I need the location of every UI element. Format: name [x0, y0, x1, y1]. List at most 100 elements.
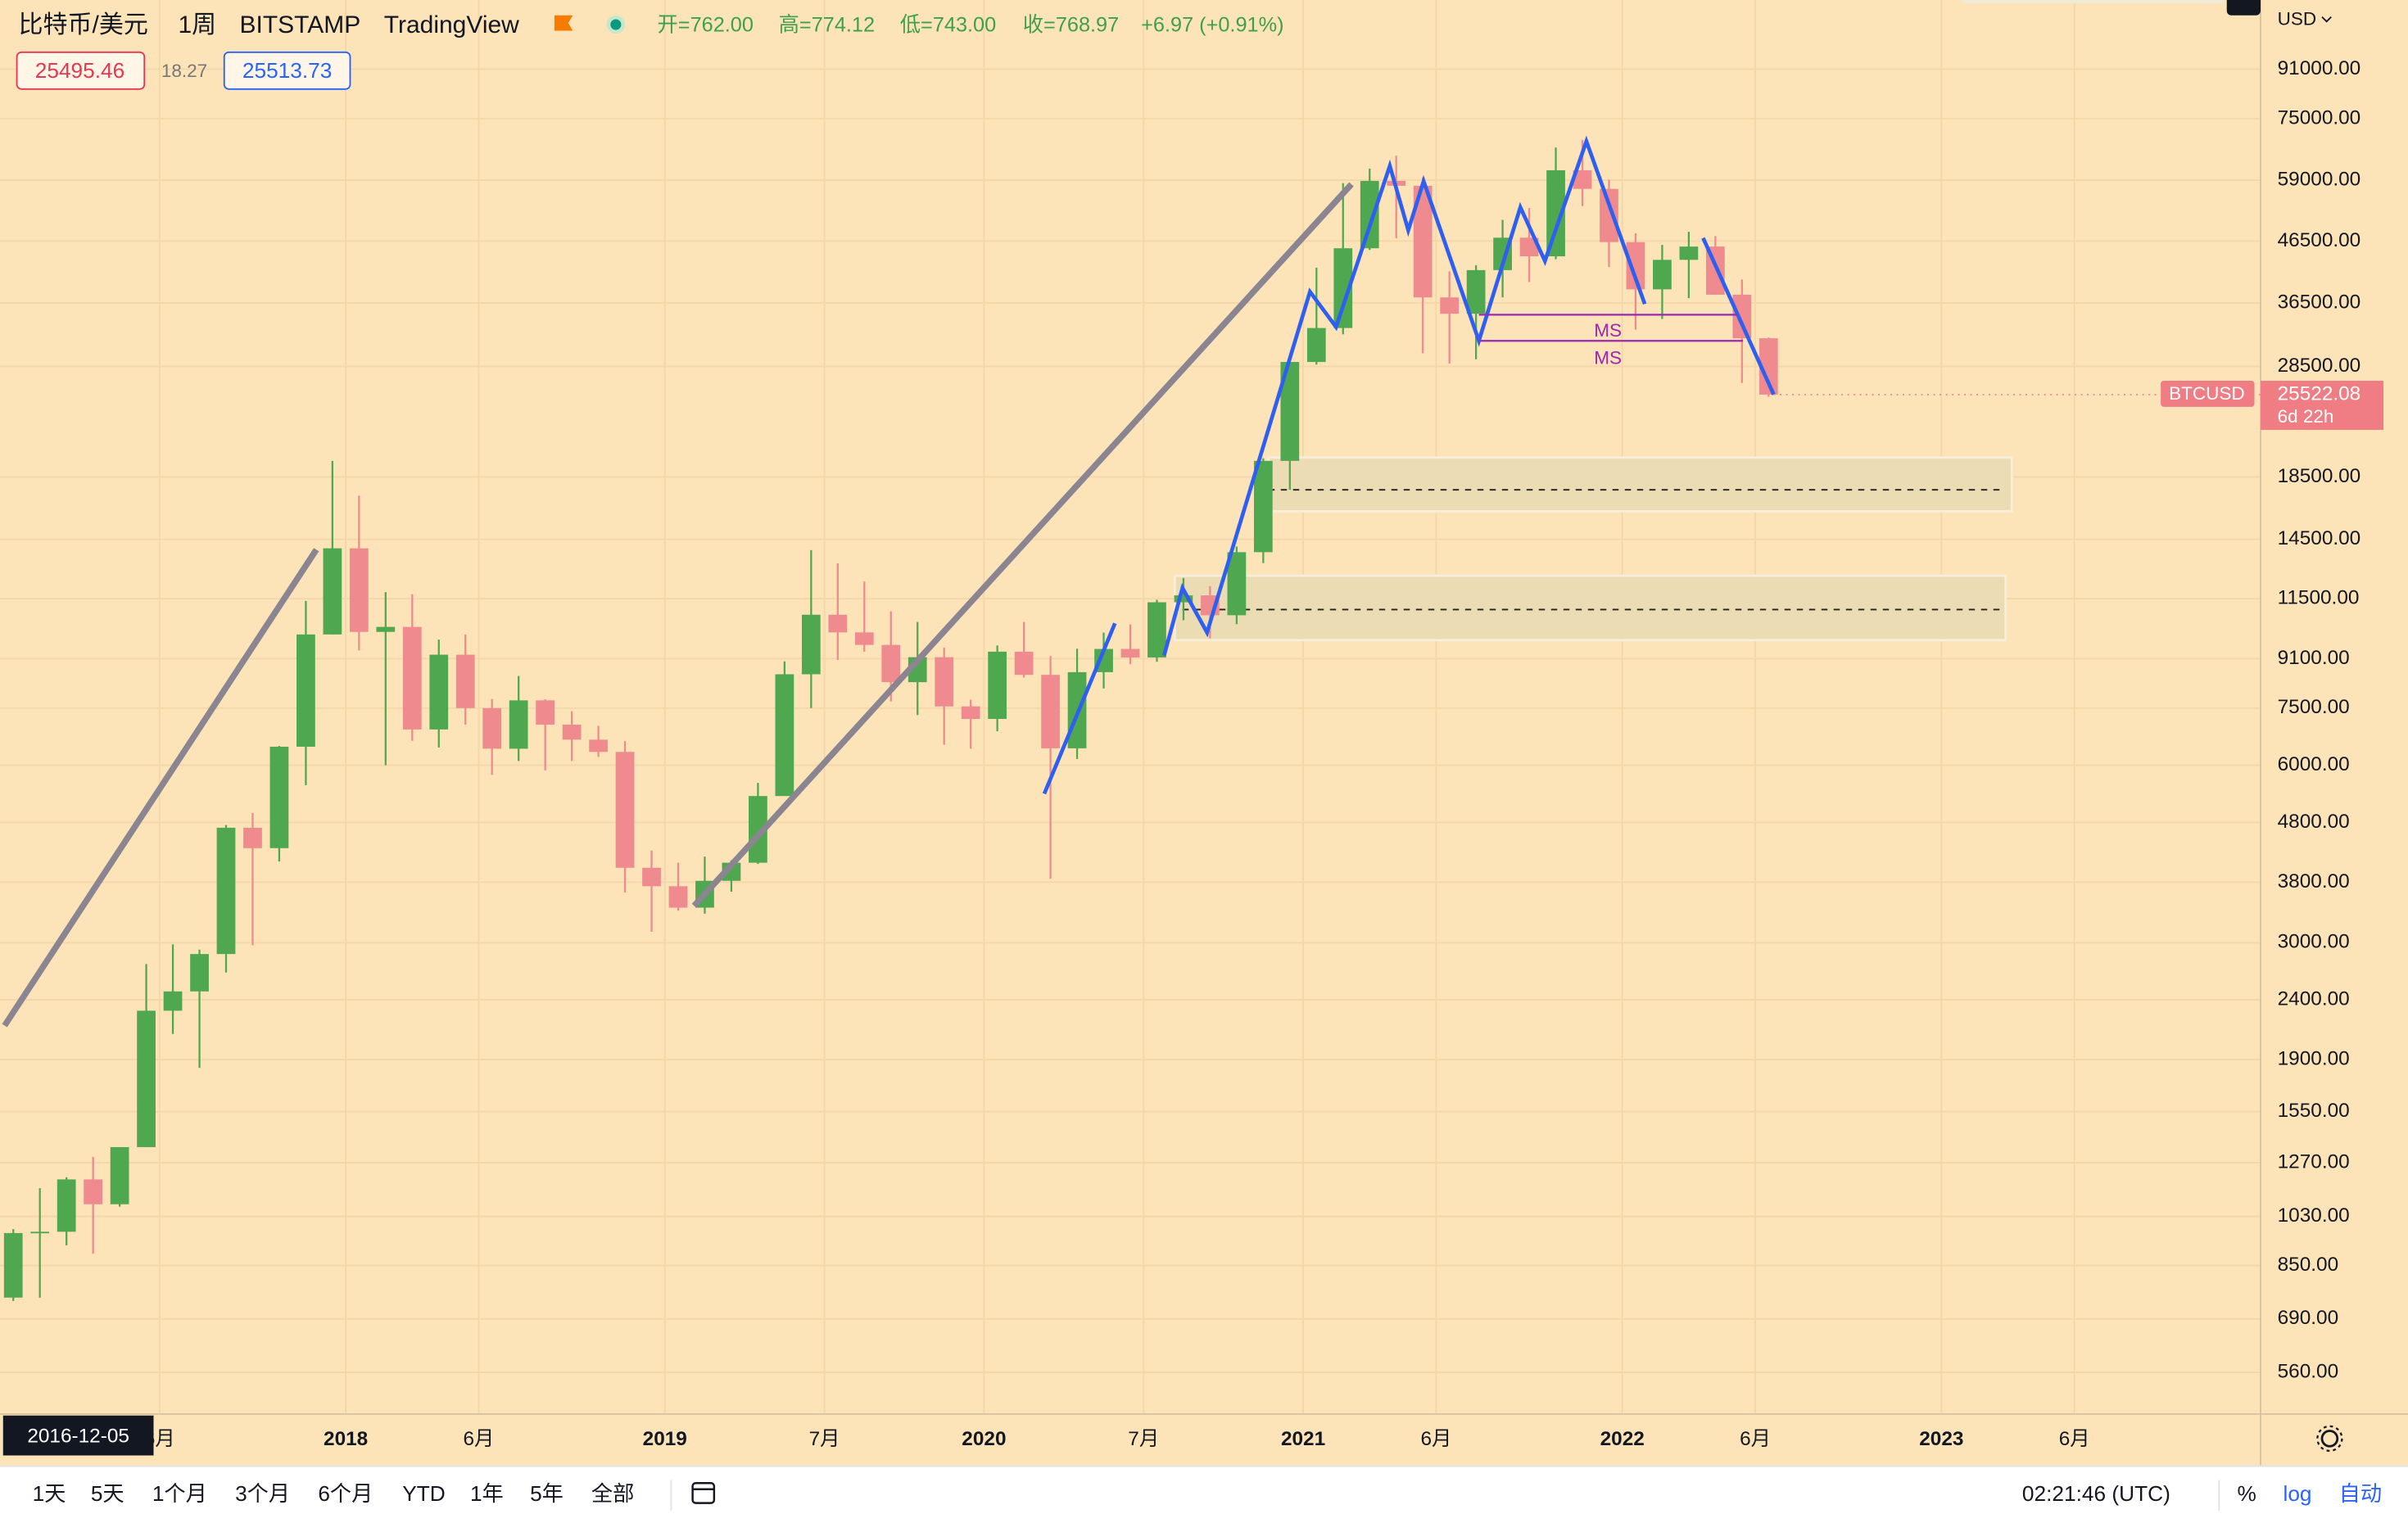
- candle-body: [642, 867, 661, 887]
- candle-body: [296, 634, 315, 747]
- candle-body: [801, 614, 821, 675]
- candle-body: [1573, 169, 1592, 189]
- x-tick-label: 6月: [464, 1428, 495, 1450]
- x-tick-label: 6月: [1740, 1428, 1771, 1450]
- annotation: MS: [1594, 348, 1622, 368]
- scale-option[interactable]: %: [2237, 1481, 2256, 1506]
- ohlc-value: 低=743.00: [900, 14, 996, 37]
- scale-option[interactable]: log: [2283, 1481, 2311, 1506]
- y-tick-label: 91000.00: [2278, 57, 2361, 79]
- candle-body: [110, 1146, 129, 1204]
- candle-body: [429, 654, 449, 730]
- status-dot: [610, 19, 622, 30]
- x-tick-label: 6月: [2059, 1428, 2090, 1450]
- candle-body: [509, 700, 528, 749]
- gear[interactable]: [2320, 1430, 2339, 1448]
- candle-body: [349, 548, 369, 632]
- candle-body: [482, 707, 502, 749]
- symbol: 比特币/美元: [19, 11, 148, 38]
- range-button[interactable]: 6个月: [318, 1481, 373, 1506]
- symbol-tag-label: BTCUSD: [2169, 383, 2245, 404]
- toolbar: 1天 5天 1个月 3个月 6个月 YTD 1年 5年 全部 02:21:46 (UTC)% log…: [33, 1481, 2383, 1506]
- exchange: BITSTAMP: [240, 11, 361, 38]
- ohlc-value: 高=774.12: [779, 14, 875, 37]
- range-button[interactable]: 1年: [470, 1481, 504, 1506]
- candle-body: [562, 725, 582, 740]
- candle-body: [1014, 651, 1034, 676]
- y-tick-label: 1550.00: [2278, 1100, 2350, 1122]
- candle-body: [137, 1010, 156, 1147]
- candle-body: [163, 991, 183, 1011]
- y-tick-label: 3800.00: [2278, 870, 2350, 893]
- candle-body: [1306, 328, 1326, 363]
- candle-body: [216, 827, 236, 955]
- candle-body: [854, 632, 874, 645]
- calendar-icon[interactable]: [691, 1482, 716, 1504]
- y-tick-label: 11500.00: [2278, 587, 2360, 609]
- candle-body: [775, 674, 794, 797]
- x-tick-label: 7月: [809, 1428, 840, 1450]
- price-tag-label: 25522.08: [2278, 382, 2361, 404]
- date-range-icon[interactable]: [691, 1482, 716, 1504]
- range-button[interactable]: 5天: [91, 1481, 124, 1506]
- candle-body: [668, 886, 688, 908]
- range-button[interactable]: 5年: [530, 1481, 564, 1506]
- range-button[interactable]: 1个月: [152, 1481, 207, 1506]
- ask-box: [223, 51, 351, 90]
- y-tick-label: 560.00: [2278, 1360, 2339, 1382]
- annotation: MS: [1594, 320, 1622, 341]
- crosshair-date: 2016-12-05: [27, 1425, 129, 1447]
- candles: [3, 139, 1778, 1301]
- candle-body: [1546, 169, 1565, 257]
- symbol-tag: [2161, 381, 2255, 407]
- candle-body: [1413, 185, 1433, 298]
- candle-body: [57, 1179, 76, 1232]
- price-tag: [2261, 381, 2383, 431]
- bid: 25495.46: [35, 58, 125, 83]
- ohlc-value: +6.97 (+0.91%): [1141, 14, 1283, 37]
- trend-line: [691, 182, 1354, 908]
- gear-teeth: [2316, 1425, 2343, 1452]
- x-tick-label: 2021: [1281, 1428, 1325, 1450]
- currency-caret: [2321, 16, 2332, 23]
- settings-icon[interactable]: [2316, 1425, 2343, 1452]
- y-tick-label: 9100.00: [2278, 647, 2350, 669]
- candle-body: [1732, 294, 1752, 339]
- x-tick-label: 2022: [1600, 1428, 1645, 1450]
- scale-option[interactable]: 自动: [2339, 1481, 2383, 1506]
- candle-body: [961, 706, 980, 719]
- info-button[interactable]: [2226, 0, 2261, 16]
- candle-body: [1679, 246, 1699, 260]
- candle-body: [881, 644, 901, 683]
- candle-body: [988, 651, 1007, 719]
- range-button[interactable]: YTD: [402, 1481, 446, 1506]
- axes: 560.00 690.00 850.00 1030.00 1270.00 1550.00 1…: [144, 57, 2360, 1450]
- y-tick-label: 850.00: [2278, 1254, 2339, 1276]
- range-button[interactable]: 3个月: [235, 1481, 290, 1506]
- candle-body: [1519, 237, 1539, 257]
- bottom-toolbar: [0, 1466, 2408, 1523]
- range-button[interactable]: 1天: [33, 1481, 66, 1506]
- currency[interactable]: USD: [2278, 8, 2317, 29]
- candle-body: [84, 1179, 103, 1204]
- candle-body: [1758, 338, 1778, 395]
- y-tick-label: 18500.00: [2278, 465, 2361, 487]
- ohlc-value: 收=768.97: [1023, 14, 1119, 37]
- y-tick-label: 28500.00: [2278, 355, 2361, 377]
- crosshair-date-box: [2, 1415, 154, 1456]
- candle-body: [402, 626, 422, 730]
- candle-body: [935, 657, 954, 707]
- x-tick-label: 7月: [1128, 1428, 1159, 1450]
- y-tick-label: 6000.00: [2278, 753, 2350, 775]
- x-tick-label: 2020: [962, 1428, 1006, 1450]
- x-tick-label: 2023: [1919, 1428, 1963, 1450]
- x-tick-label: 2018: [324, 1428, 368, 1450]
- candle-body: [455, 654, 475, 708]
- candle-body: [30, 1232, 50, 1234]
- candle-body: [536, 700, 555, 725]
- range-button[interactable]: 全部: [591, 1481, 635, 1506]
- clock[interactable]: 02:21:46 (UTC): [2022, 1481, 2170, 1506]
- candle-body: [190, 954, 209, 992]
